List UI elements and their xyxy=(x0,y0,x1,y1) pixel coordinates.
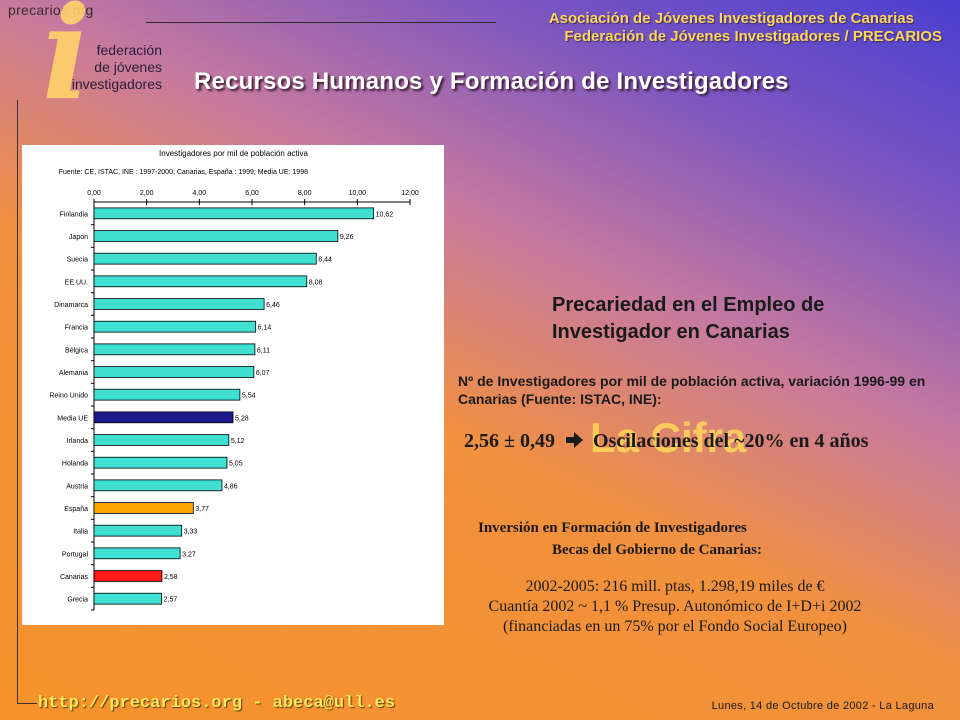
bar xyxy=(93,570,163,582)
bar xyxy=(93,592,163,605)
value-label: 5,28 xyxy=(235,415,249,422)
bottom-divider xyxy=(17,703,37,704)
bar xyxy=(93,275,308,288)
la-cifra-watermark: La Cifra xyxy=(590,414,747,461)
bar xyxy=(93,320,257,333)
category-label: Francia xyxy=(65,325,88,332)
investment-line-1: 2002-2005: 216 mill. ptas, 1.298,19 mile… xyxy=(525,578,825,595)
value-label: 5,12 xyxy=(231,438,245,445)
investment-details: 2002-2005: 216 mill. ptas, 1.298,19 mile… xyxy=(430,577,920,637)
investment-line-3: (financiadas en un 75% por el Fondo Soci… xyxy=(503,618,847,635)
cifra-text: Oscilaciones del ~20% en 4 años xyxy=(592,430,869,452)
category-label: Canarias xyxy=(60,574,89,581)
category-label: España xyxy=(64,506,88,513)
bar xyxy=(93,230,339,242)
bar xyxy=(93,388,241,401)
precariedad-heading-line-2: Investigador en Canarias xyxy=(552,321,790,343)
cifra-line: 2,56 ± 0,49 Oscilaciones del ~20% en 4 a… xyxy=(464,430,868,453)
category-label: Reino Unido xyxy=(49,393,88,400)
federation-line-2: de jóvenes xyxy=(94,59,162,75)
value-label: 3,33 xyxy=(184,529,198,536)
x-tick-label: 2,00 xyxy=(140,190,154,197)
value-label: 3,27 xyxy=(182,551,196,558)
value-label: 4,86 xyxy=(224,483,238,490)
precariedad-heading: Precariedad en el Empleo de Investigador… xyxy=(552,292,912,346)
category-label: Holanda xyxy=(62,461,88,468)
left-divider xyxy=(17,100,18,703)
bar xyxy=(93,207,375,220)
bar xyxy=(93,298,265,310)
federation-name: federación de jóvenes investigadores xyxy=(60,42,162,93)
x-tick-label: 0,00 xyxy=(87,190,101,197)
top-divider xyxy=(146,22,496,23)
x-tick-label: 4,00 xyxy=(193,190,207,197)
footer-date: Lunes, 14 de Octubre de 2002 - La Laguna xyxy=(711,700,934,712)
association-name: Asociación de Jóvenes Investigadores de … xyxy=(548,10,914,27)
value-label: 3,77 xyxy=(195,506,209,513)
bar xyxy=(93,524,183,537)
bar xyxy=(93,479,223,492)
bar xyxy=(93,547,181,560)
bar xyxy=(93,502,194,514)
category-label: Media UE xyxy=(57,415,88,422)
category-label: Finlandia xyxy=(60,211,89,218)
investment-heading: Inversión en Formación de Investigadores xyxy=(478,520,747,536)
chart-title: Investigadores por mil de población acti… xyxy=(159,149,309,158)
precariedad-description: Nº de Investigadores por mil de població… xyxy=(458,373,926,407)
category-label: Italia xyxy=(73,529,88,536)
category-label: Bélgica xyxy=(65,347,88,354)
bar xyxy=(93,366,255,378)
value-label: 6,46 xyxy=(266,302,280,309)
chart-svg: Investigadores por mil de población acti… xyxy=(49,149,419,611)
value-label: 6,11 xyxy=(257,347,270,354)
federation-line-1: federación xyxy=(96,42,162,58)
investment-subheading: Becas del Gobierno de Canarias: xyxy=(552,542,762,558)
value-label: 2,58 xyxy=(164,574,178,581)
site-logo-text: precarios org xyxy=(8,2,94,18)
bar xyxy=(93,411,234,424)
value-label: 10,62 xyxy=(376,211,394,218)
investment-line-2: Cuantía 2002 ~ 1,1 % Presup. Autonómico … xyxy=(488,598,862,615)
category-label: Austria xyxy=(66,483,88,490)
category-label: Grecia xyxy=(67,597,88,604)
category-label: Alemania xyxy=(59,370,88,377)
cifra-value: 2,56 ± 0,49 xyxy=(464,430,555,452)
precariedad-heading-line-1: Precariedad en el Empleo de xyxy=(552,294,825,316)
x-tick-label: 8,00 xyxy=(298,190,312,197)
federation-line-3: investigadores xyxy=(71,76,162,92)
category-label: Irlanda xyxy=(67,438,89,445)
bar xyxy=(93,456,228,469)
category-label: Dinamarca xyxy=(54,302,88,309)
x-tick-label: 6,00 xyxy=(245,190,259,197)
bar xyxy=(93,343,256,356)
value-label: 2,57 xyxy=(164,597,178,604)
category-label: EE.UU. xyxy=(65,279,88,286)
x-tick-label: 10,00 xyxy=(349,190,367,197)
arrow-right-icon xyxy=(565,432,583,448)
researchers-bar-chart: Investigadores por mil de población acti… xyxy=(22,145,444,625)
logo-i-glyph: i xyxy=(42,0,91,129)
value-label: 8,44 xyxy=(318,257,332,264)
chart-subtitle: Fuente: CE, ISTAC, INE : 1997-2000; Cana… xyxy=(59,169,308,176)
value-label: 9,26 xyxy=(340,234,354,241)
footer-contact-link[interactable]: http://precarios.org - abeca@ull.es xyxy=(38,694,396,713)
value-label: 6,07 xyxy=(256,370,270,377)
bar xyxy=(93,434,230,446)
federation-full-name: Federación de Jóvenes Investigadores / P… xyxy=(564,28,942,45)
category-label: Japon xyxy=(69,234,88,241)
value-label: 8,08 xyxy=(309,279,323,286)
value-label: 5,54 xyxy=(242,393,256,400)
x-tick-label: 12,00 xyxy=(401,190,419,197)
value-label: 6,14 xyxy=(258,325,272,332)
category-label: Suecia xyxy=(67,257,89,264)
category-label: Portugal xyxy=(62,551,89,558)
value-label: 5,05 xyxy=(229,461,243,468)
slide-title: Recursos Humanos y Formación de Investig… xyxy=(194,68,789,95)
bar xyxy=(93,252,317,265)
